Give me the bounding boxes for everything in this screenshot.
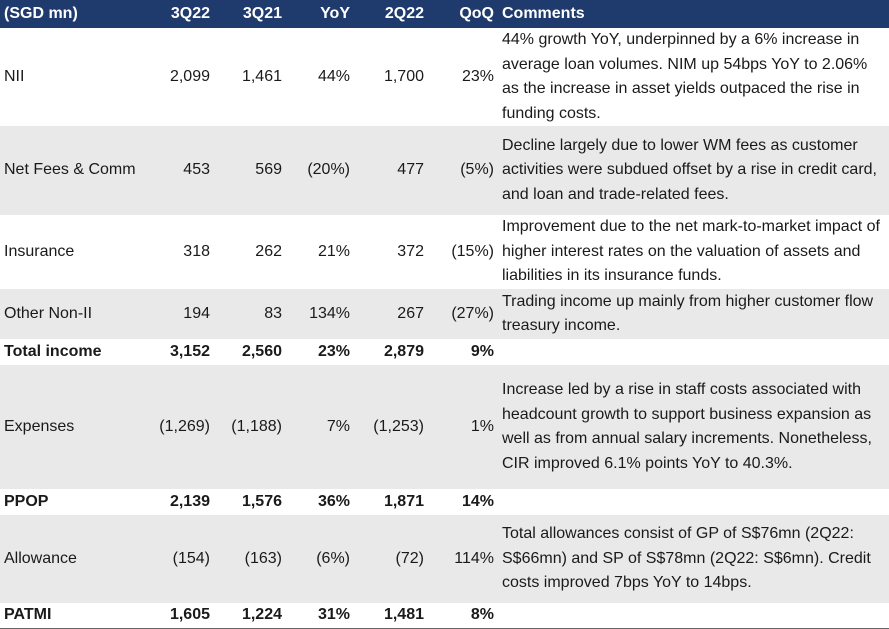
row-other-non-ii: Other Non-II 194 83 134% 267 (27%) Tradi…: [0, 289, 889, 339]
cell-3q21: 1,461: [241, 67, 282, 85]
cell-3q21: 1,224: [212, 603, 284, 629]
cell-3q22: 3,152: [169, 342, 210, 360]
header-3q21: 3Q21: [212, 0, 284, 28]
cell-qoq: 14%: [461, 492, 494, 510]
header-qoq: QoQ: [426, 0, 496, 28]
cell-qoq: (27%): [426, 289, 496, 339]
header-2q22: 2Q22: [352, 0, 426, 28]
row-label: NII: [4, 67, 25, 85]
cell-3q21: 2,560: [241, 342, 282, 360]
cell-comment: Decline largely due to lower WM fees as …: [496, 126, 889, 215]
row-label: PPOP: [4, 492, 49, 510]
cell-yoy: (6%): [284, 515, 352, 603]
cell-comment: Trading income up mainly from higher cus…: [496, 289, 889, 339]
cell-3q22: (154): [146, 515, 212, 603]
cell-comment: Total allowances consist of GP of S$76mn…: [496, 515, 889, 603]
cell-comment: Improvement due to the net mark-to-marke…: [502, 218, 880, 285]
cell-2q22: 1,700: [383, 67, 424, 85]
cell-3q22: (1,269): [146, 365, 212, 489]
row-label: PATMI: [0, 603, 146, 629]
row-patmi: PATMI 1,605 1,224 31% 1,481 8%: [0, 603, 889, 629]
cell-3q22: 1,605: [146, 603, 212, 629]
cell-3q22: 2,139: [169, 492, 210, 510]
cell-comment: Increase led by a rise in staff costs as…: [496, 365, 889, 489]
row-label: Allowance: [0, 515, 146, 603]
cell-2q22: 477: [352, 126, 426, 215]
cell-2q22: 1,481: [352, 603, 426, 629]
cell-qoq: (5%): [426, 126, 496, 215]
row-label: Total income: [4, 342, 102, 360]
cell-qoq: 8%: [426, 603, 496, 629]
cell-3q22: 194: [146, 289, 212, 339]
cell-comment: [496, 603, 889, 629]
cell-yoy: 36%: [317, 492, 350, 510]
cell-yoy: 134%: [284, 289, 352, 339]
header-3q22: 3Q22: [146, 0, 212, 28]
header-yoy: YoY: [284, 0, 352, 28]
header-comments: Comments: [496, 0, 889, 28]
row-allowance: Allowance (154) (163) (6%) (72) 114% Tot…: [0, 515, 889, 603]
row-total-income: Total income 3,152 2,560 23% 2,879 9%: [0, 339, 889, 365]
row-label: Net Fees & Comm: [0, 126, 146, 215]
cell-3q21: 262: [255, 242, 282, 260]
cell-comment: [496, 489, 889, 515]
cell-yoy: 21%: [317, 242, 350, 260]
row-label: Insurance: [4, 242, 75, 260]
cell-qoq: 114%: [426, 515, 496, 603]
header-unit: (SGD mn): [0, 0, 146, 28]
cell-comment: [496, 339, 889, 365]
cell-3q21: 83: [212, 289, 284, 339]
row-net-fees: Net Fees & Comm 453 569 (20%) 477 (5%) D…: [0, 126, 889, 215]
header-row: (SGD mn) 3Q22 3Q21 YoY 2Q22 QoQ Comments: [0, 0, 889, 28]
row-label: Expenses: [0, 365, 146, 489]
cell-yoy: 7%: [284, 365, 352, 489]
row-expenses: Expenses (1,269) (1,188) 7% (1,253) 1% I…: [0, 365, 889, 489]
cell-qoq: 9%: [470, 342, 494, 360]
cell-3q21: (163): [212, 515, 284, 603]
cell-2q22: 267: [352, 289, 426, 339]
cell-2q22: 372: [397, 242, 424, 260]
cell-3q21: 1,576: [241, 492, 282, 510]
cell-3q21: 569: [212, 126, 284, 215]
cell-yoy: 31%: [284, 603, 352, 629]
cell-yoy: 44%: [317, 67, 350, 85]
cell-comment: 44% growth YoY, underpinned by a 6% incr…: [502, 31, 868, 122]
row-ppop: PPOP 2,139 1,576 36% 1,871 14%: [0, 489, 889, 515]
cell-3q22: 2,099: [169, 67, 210, 85]
cell-2q22: 2,879: [383, 342, 424, 360]
cell-qoq: (15%): [451, 242, 494, 260]
cell-qoq: 23%: [461, 67, 494, 85]
row-insurance: Insurance 318 262 21% 372 (15%) Improvem…: [0, 215, 889, 289]
cell-yoy: 23%: [317, 342, 350, 360]
cell-yoy: (20%): [284, 126, 352, 215]
cell-2q22: (1,253): [352, 365, 426, 489]
cell-3q22: 318: [183, 242, 210, 260]
cell-3q22: 453: [146, 126, 212, 215]
cell-qoq: 1%: [426, 365, 496, 489]
row-nii: NII 2,099 1,461 44% 1,700 23% 44% growth…: [0, 28, 889, 126]
cell-2q22: 1,871: [383, 492, 424, 510]
row-label: Other Non-II: [0, 289, 146, 339]
cell-2q22: (72): [352, 515, 426, 603]
cell-3q21: (1,188): [212, 365, 284, 489]
